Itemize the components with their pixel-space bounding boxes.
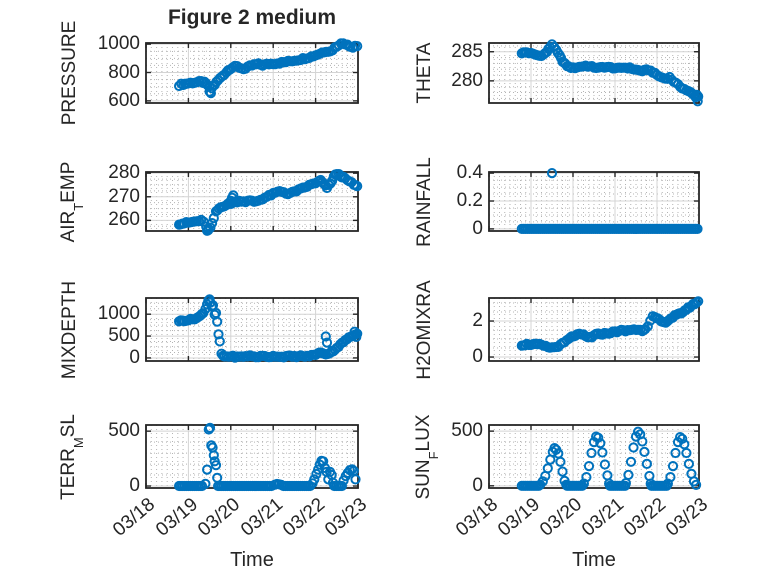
subplot-mixdepth: 0 500 1000 MIXDEPTH xyxy=(59,280,363,379)
y-axis-label: RAINFALL xyxy=(414,156,435,247)
subplot-rainfall: 0 0.2 0.4 RAINFALL xyxy=(414,157,703,246)
tick-marks xyxy=(488,298,700,361)
x-tick-label: 03/18 xyxy=(452,494,503,541)
y-tick-label: 0 xyxy=(129,347,140,369)
y-tick-label: 2 xyxy=(472,310,483,332)
axes-box xyxy=(145,424,359,489)
y-axis-label: H2OMIXRA xyxy=(414,279,435,380)
y-tick-label: 260 xyxy=(108,209,140,231)
subplot-pressure: 600 800 1000 PRESSURE xyxy=(59,21,363,125)
y-tick-label: 600 xyxy=(108,89,140,111)
data-points xyxy=(173,422,361,492)
data-points xyxy=(516,39,704,107)
axes-box xyxy=(145,171,359,232)
y-tick-label: 280 xyxy=(108,162,140,184)
subplot-theta: 280 285 THETA xyxy=(414,39,704,107)
y-axis-label: PRESSURE xyxy=(59,20,80,126)
plot-area xyxy=(488,39,704,107)
y-tick-label: 1000 xyxy=(97,303,140,325)
tick-marks xyxy=(145,172,359,231)
y-axis-label: AIRTEMP xyxy=(58,161,86,242)
plot-area xyxy=(145,169,363,236)
y-tick-label: 500 xyxy=(108,420,140,442)
minor-grid xyxy=(146,425,358,488)
plot-area xyxy=(488,296,704,362)
y-tick-label: 0 xyxy=(129,475,140,497)
x-tick-label: 03/21 xyxy=(236,494,287,541)
x-tick-label: 03/20 xyxy=(536,494,587,541)
data-points xyxy=(173,38,363,99)
x-tick-label: 03/22 xyxy=(620,494,671,541)
plot-area xyxy=(145,294,363,363)
tick-marks xyxy=(488,43,700,103)
data-points xyxy=(173,294,363,363)
y-tick-label: 0.4 xyxy=(456,162,483,184)
data-points xyxy=(516,296,704,353)
y-tick-label: 0.2 xyxy=(456,190,483,212)
subplot-terr-msl: 0 500 TERRMSL 03/18 03/19 03/20 03/21 03/22 03/2… xyxy=(58,414,371,541)
plot-area xyxy=(488,168,703,235)
plot-area xyxy=(145,38,363,104)
y-axis-label: MIXDEPTH xyxy=(59,280,80,379)
x-tick-label: 03/23 xyxy=(321,494,372,541)
subplot-h2omixra: 0 2 H2OMIXRA xyxy=(414,280,704,379)
axes-box xyxy=(488,424,700,489)
x-tick-label: 03/20 xyxy=(194,494,245,541)
y-tick-label: 0 xyxy=(472,218,483,240)
y-tick-label: 0 xyxy=(472,346,483,368)
y-tick-label: 500 xyxy=(108,325,140,347)
plot-area xyxy=(145,422,361,492)
y-tick-label: 280 xyxy=(451,69,483,91)
y-axis-label: TERRMSL xyxy=(58,413,86,500)
x-tick-label: 03/21 xyxy=(578,494,629,541)
x-tick-label: 03/23 xyxy=(662,494,713,541)
x-tick-label: 03/19 xyxy=(151,494,202,541)
x-axis-title-left: Time xyxy=(230,549,274,571)
y-tick-label: 270 xyxy=(108,185,140,207)
axes-box xyxy=(488,42,700,104)
x-tick-label: 03/18 xyxy=(109,494,160,541)
y-tick-label: 285 xyxy=(451,40,483,62)
axes-box xyxy=(488,297,700,362)
tick-marks xyxy=(145,425,359,488)
minor-grid xyxy=(489,172,699,231)
figure-title: Figure 2 medium xyxy=(167,6,337,29)
major-grid xyxy=(146,425,358,488)
y-axis-label: THETA xyxy=(414,42,435,104)
y-tick-label: 0 xyxy=(472,474,483,496)
data-points xyxy=(516,426,702,491)
data-points xyxy=(516,168,703,235)
x-tick-label: 03/19 xyxy=(494,494,545,541)
y-axis-label: SUNFLUX xyxy=(413,413,441,500)
data-points xyxy=(173,169,363,236)
y-tick-label: 500 xyxy=(451,420,483,442)
y-tick-label: 1000 xyxy=(97,33,140,55)
x-tick-label: 03/22 xyxy=(279,494,330,541)
subplot-air-temp: 260 270 280 AIRTEMP xyxy=(58,161,363,242)
x-axis-title-right: Time xyxy=(572,549,616,571)
y-tick-label: 800 xyxy=(108,61,140,83)
plot-area xyxy=(488,424,702,491)
subplot-sun-flux: 0 500 SUNFLUX 03/18 03/19 03/20 03/21 03/22 03/2… xyxy=(413,414,712,541)
tick-marks xyxy=(145,43,359,103)
